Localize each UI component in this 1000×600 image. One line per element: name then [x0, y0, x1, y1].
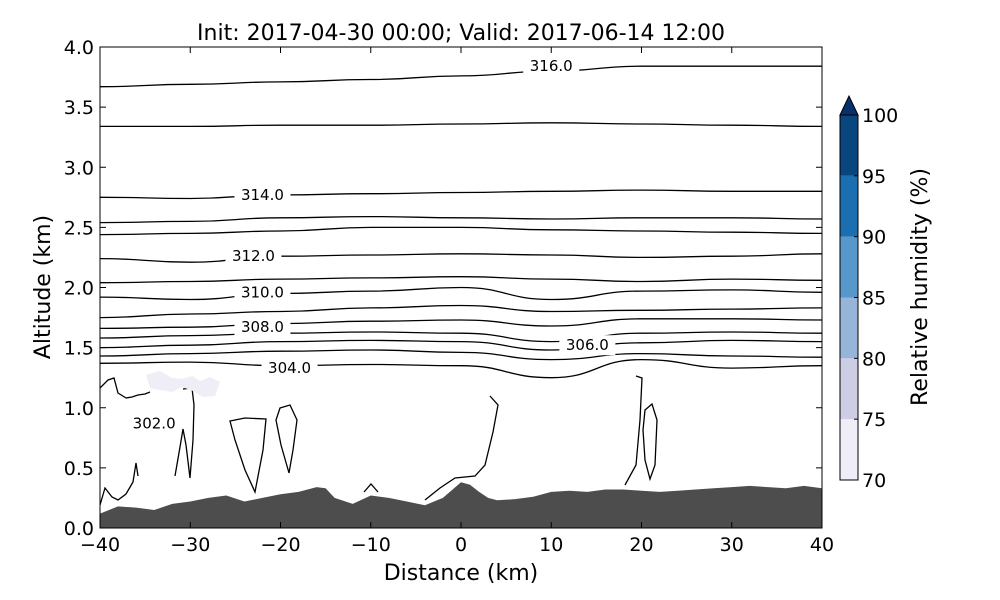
contour-low-leftmost	[99, 462, 139, 506]
colorbar-segment	[840, 419, 858, 480]
contour-label-mask	[225, 246, 282, 267]
colorbar-extend-arrow	[839, 94, 859, 116]
y-tick-label: 1.5	[64, 338, 94, 360]
plot-area: 316.0 314.0 312.0 310.0 308.0 306.0 304.0 302.…	[99, 46, 823, 529]
colorbar-segment	[840, 115, 858, 176]
y-tick-label: 2.5	[64, 217, 94, 239]
contour-label: 308.0	[241, 318, 284, 336]
x-tick-label: −30	[170, 534, 210, 556]
contour-labels: 316.0 314.0 312.0 310.0 308.0 306.0 304.0	[225, 56, 616, 379]
colorbar-tick-label: 70	[862, 470, 886, 492]
contour-line	[100, 122, 823, 128]
colorbar-tick-label: 100	[862, 105, 898, 127]
colorbar-segment	[840, 358, 858, 420]
contour-line	[99, 339, 823, 351]
contour-low-left	[99, 377, 151, 399]
x-tick-label: 40	[810, 534, 834, 556]
colorbar-label: Relative humidity (%)	[908, 168, 933, 406]
contour-loop-4	[624, 375, 643, 486]
contour-label: 310.0	[241, 283, 284, 301]
contour-label-mask	[559, 335, 616, 356]
contour-line	[99, 215, 823, 224]
y-tick-label: 0.5	[64, 458, 94, 480]
contour-loop-1	[174, 387, 195, 479]
contour-label-mask	[234, 317, 291, 338]
colorbar-tick-label: 95	[862, 166, 886, 188]
colorbar-segment	[840, 236, 858, 298]
chart-title: Init: 2017-04-30 00:00; Valid: 2017-06-1…	[197, 21, 725, 46]
x-tick-label: −40	[80, 534, 120, 556]
colorbar: 70 75 80 85 90 95 100	[839, 94, 898, 492]
contour-line	[99, 304, 823, 319]
y-tick-label: 4.0	[64, 37, 94, 59]
y-tick-label: 1.0	[64, 398, 94, 420]
contour-line	[99, 189, 822, 200]
y-axis: 0.0 0.5 1.0 1.5 2.0 2.5 3.0 3.5 4.0	[64, 37, 822, 540]
contour-line	[99, 318, 823, 330]
x-axis-label: Distance (km)	[384, 561, 539, 586]
colorbar-tick-label: 90	[862, 227, 886, 249]
contour-label-mask	[234, 282, 291, 303]
x-tick-label: 0	[455, 534, 467, 556]
contour-label: 306.0	[566, 336, 609, 354]
contour-label: 304.0	[268, 359, 311, 377]
y-tick-label: 3.5	[64, 97, 94, 119]
colorbar-segment	[840, 175, 858, 237]
contour-label: 312.0	[232, 247, 275, 265]
x-tick-label: 10	[539, 534, 563, 556]
terrain	[100, 482, 822, 528]
contour-label: 314.0	[241, 186, 284, 204]
contour-line	[99, 253, 823, 263]
contour-label-mask	[234, 184, 291, 205]
colorbar-segment	[840, 297, 858, 359]
contour-right-of-zero	[424, 395, 499, 501]
y-tick-label: 0.0	[64, 518, 94, 540]
y-tick-label: 3.0	[64, 157, 94, 179]
colorbar-tick-label: 85	[862, 288, 886, 310]
contour-label: 316.0	[530, 57, 573, 75]
contour-line	[99, 349, 823, 361]
x-tick-label: 20	[629, 534, 653, 556]
contour-label-mask	[261, 358, 318, 379]
low-contour-lines	[99, 375, 658, 506]
contour-loop-3	[275, 404, 298, 474]
contour-loop-2	[229, 417, 267, 495]
contour-label-302: 302.0	[133, 414, 176, 432]
contour-line	[99, 331, 823, 343]
humidity-patch	[146, 371, 220, 397]
contour-loop-5	[642, 402, 658, 482]
contour-bump-minus10	[363, 483, 379, 493]
contour-line	[99, 276, 823, 284]
x-axis: −40 −30 −20 −10 0 10 20 30 40	[80, 47, 834, 556]
contour-label-mask	[523, 56, 580, 77]
colorbar-tick-label: 75	[862, 409, 886, 431]
y-tick-label: 2.0	[64, 278, 94, 300]
contour-line	[99, 286, 823, 301]
contour-line	[99, 358, 823, 379]
x-tick-label: −10	[351, 534, 391, 556]
contour-line	[99, 226, 823, 236]
x-tick-label: 30	[720, 534, 744, 556]
contour-line	[99, 65, 822, 88]
contour-lines	[99, 65, 823, 379]
x-tick-label: −20	[260, 534, 300, 556]
y-axis-label: Altitude (km)	[31, 215, 56, 359]
colorbar-tick-label: 80	[862, 348, 886, 370]
